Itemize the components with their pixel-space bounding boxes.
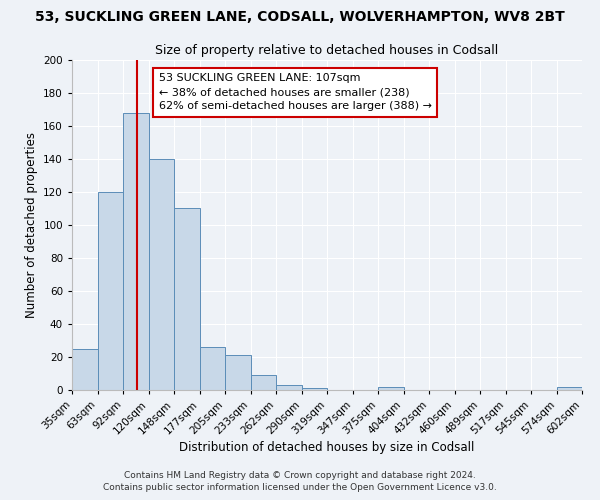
Bar bbox=[72, 349, 97, 390]
Bar bbox=[378, 386, 404, 390]
Bar bbox=[251, 375, 276, 390]
Bar bbox=[302, 388, 327, 390]
Bar bbox=[149, 159, 174, 390]
Bar bbox=[225, 356, 251, 390]
Bar bbox=[276, 385, 302, 390]
Title: Size of property relative to detached houses in Codsall: Size of property relative to detached ho… bbox=[155, 44, 499, 58]
Bar bbox=[123, 113, 149, 390]
Bar bbox=[199, 347, 225, 390]
X-axis label: Distribution of detached houses by size in Codsall: Distribution of detached houses by size … bbox=[179, 442, 475, 454]
Bar bbox=[174, 208, 199, 390]
Text: 53, SUCKLING GREEN LANE, CODSALL, WOLVERHAMPTON, WV8 2BT: 53, SUCKLING GREEN LANE, CODSALL, WOLVER… bbox=[35, 10, 565, 24]
Text: 53 SUCKLING GREEN LANE: 107sqm
← 38% of detached houses are smaller (238)
62% of: 53 SUCKLING GREEN LANE: 107sqm ← 38% of … bbox=[158, 73, 432, 111]
Text: Contains HM Land Registry data © Crown copyright and database right 2024.
Contai: Contains HM Land Registry data © Crown c… bbox=[103, 471, 497, 492]
Y-axis label: Number of detached properties: Number of detached properties bbox=[25, 132, 38, 318]
Bar bbox=[97, 192, 123, 390]
Bar bbox=[557, 386, 582, 390]
